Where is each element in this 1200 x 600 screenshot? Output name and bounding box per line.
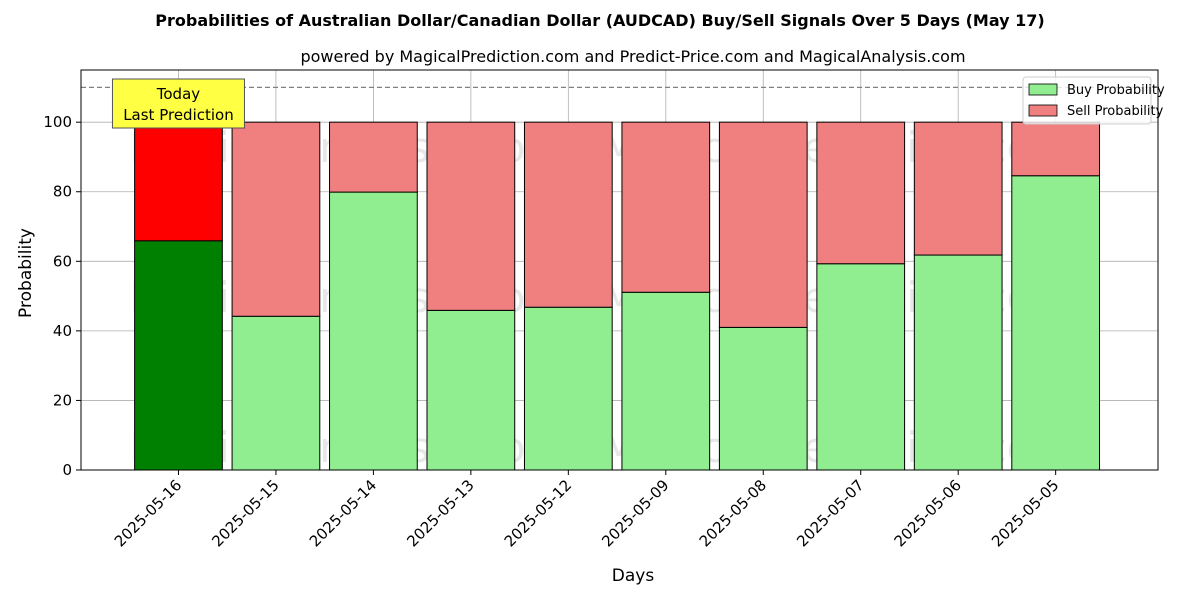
bar-sell-probability: [231, 121, 321, 317]
bar-sell-probability: [816, 121, 906, 265]
y-tick-label: 100: [43, 113, 72, 131]
annotation-layer: Today Last Prediction: [111, 78, 245, 129]
bar-buy-probability: [523, 306, 613, 471]
bar-buy-probability: [816, 263, 906, 471]
bar-sell-probability: [523, 121, 613, 308]
plot-frame: [80, 69, 1159, 471]
y-tick-label: 0: [62, 461, 72, 479]
chart-title: Probabilities of Australian Dollar/Canad…: [155, 11, 1044, 30]
y-tick-label: 20: [53, 391, 72, 409]
x-axis-label: Days: [612, 566, 655, 586]
legend-label: Sell Probability: [1067, 104, 1164, 119]
bar-sell-probability: [134, 121, 223, 242]
y-tick-label: 40: [53, 322, 72, 340]
bar-sell-probability: [426, 121, 516, 311]
bar-buy-probability: [913, 254, 1003, 471]
y-axis-label: Probability: [16, 228, 36, 318]
bar-sell-probability: [718, 121, 808, 328]
bar-buy-probability: [1011, 175, 1101, 471]
bar-buy-probability: [329, 191, 418, 471]
bar-sell-probability: [329, 121, 418, 193]
legend-label: Buy Probability: [1067, 83, 1165, 98]
bar-buy-probability: [621, 291, 711, 471]
annotation-text: Last Prediction: [123, 106, 234, 124]
bar-buy-probability: [718, 326, 808, 471]
legend-swatch: [1028, 83, 1058, 96]
annotation-text: Today: [156, 85, 201, 103]
bar-buy-probability: [426, 309, 516, 471]
annotation-box: [111, 78, 245, 129]
bar-sell-probability: [621, 121, 711, 293]
bar-sell-probability: [1011, 121, 1101, 177]
bar-sell-probability: [913, 121, 1003, 256]
bars-layer: [134, 121, 1101, 471]
chart-subtitle: powered by MagicalPrediction.com and Pre…: [300, 47, 965, 66]
bar-buy-probability: [231, 315, 321, 471]
legend: Buy Probability Sell Probability: [1022, 76, 1165, 125]
y-tick-label: 80: [53, 183, 72, 201]
legend-swatch: [1028, 104, 1058, 117]
bar-buy-probability: [134, 240, 223, 471]
y-tick-label: 60: [53, 252, 72, 270]
